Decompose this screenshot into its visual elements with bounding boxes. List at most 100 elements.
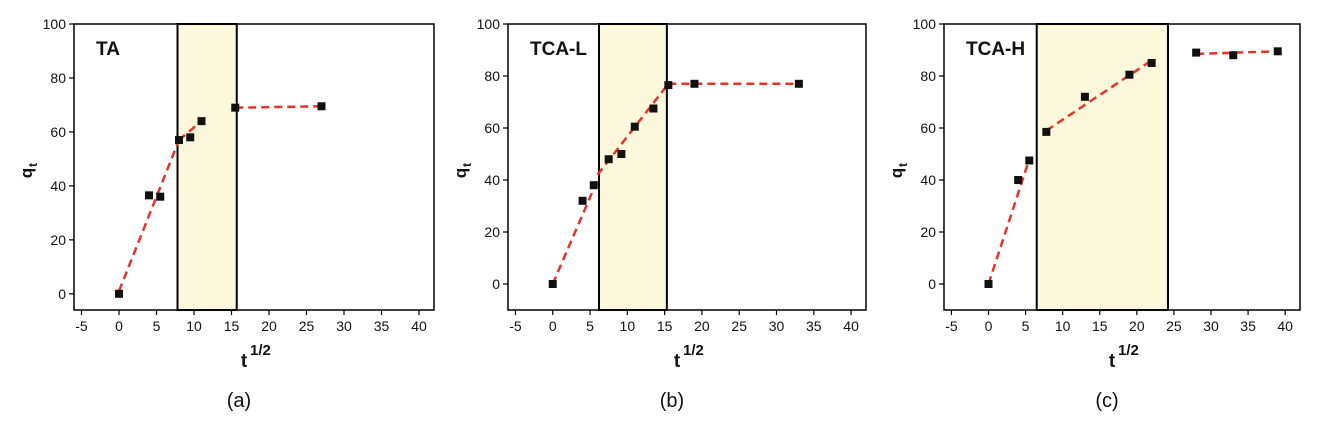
plot-frame bbox=[73, 23, 435, 311]
x-tick-label: 20 bbox=[694, 318, 710, 334]
x-tick-label: 30 bbox=[336, 318, 352, 334]
x-axis-label-superscript: 1/2 bbox=[250, 342, 271, 359]
data-point bbox=[145, 191, 153, 200]
data-point bbox=[1229, 51, 1238, 60]
x-tick-label: 25 bbox=[1166, 318, 1182, 334]
x-tick-label: 5 bbox=[153, 318, 161, 334]
y-tick-label: 40 bbox=[920, 172, 936, 188]
x-tick-label: 35 bbox=[806, 318, 822, 334]
data-point bbox=[1080, 92, 1089, 101]
panel-title: TA bbox=[96, 39, 120, 60]
data-point bbox=[186, 133, 195, 142]
y-tick-label: 20 bbox=[920, 224, 936, 240]
y-tick-label: 80 bbox=[50, 70, 66, 86]
shaded-band bbox=[176, 23, 238, 311]
y-axis-label-group: qt bbox=[17, 163, 40, 178]
data-point bbox=[231, 103, 240, 112]
y-tick-label: 60 bbox=[484, 120, 500, 136]
y-axis-label: q bbox=[17, 168, 36, 178]
fit-line bbox=[1045, 59, 1153, 132]
x-tick-label: 30 bbox=[1203, 318, 1219, 334]
y-tick-label: 40 bbox=[484, 172, 500, 188]
y-tick-label: 0 bbox=[492, 276, 500, 292]
x-tick-label: 35 bbox=[1240, 318, 1256, 334]
y-tick-label: 100 bbox=[913, 16, 937, 32]
y-tick-label: 0 bbox=[58, 286, 66, 302]
y-tick-label: 20 bbox=[484, 224, 500, 240]
x-tick-label: 15 bbox=[224, 318, 240, 334]
data-point bbox=[317, 102, 326, 111]
data-point bbox=[1192, 48, 1201, 57]
x-tick-label: 40 bbox=[411, 318, 427, 334]
y-tick-label: 80 bbox=[484, 68, 500, 84]
x-tick-label: -5 bbox=[75, 318, 88, 334]
y-tick-label: 80 bbox=[920, 68, 936, 84]
x-tick-label: 0 bbox=[115, 318, 123, 334]
data-point bbox=[1042, 127, 1051, 136]
y-tick-label: 100 bbox=[477, 16, 501, 32]
x-tick-label: 40 bbox=[843, 318, 859, 334]
y-tick-label: 40 bbox=[50, 178, 66, 194]
panel-title: TCA-H bbox=[966, 39, 1025, 60]
x-axis-label: t bbox=[241, 351, 248, 372]
fit-line bbox=[987, 158, 1031, 285]
data-point bbox=[115, 289, 123, 298]
y-axis-label-group: qt bbox=[451, 163, 474, 178]
x-tick-label: 0 bbox=[549, 318, 557, 334]
x-tick-label: 20 bbox=[1129, 318, 1145, 334]
panel-title: TCA-L bbox=[530, 39, 587, 60]
fit-line bbox=[551, 179, 599, 285]
y-axis-label: q bbox=[451, 168, 470, 178]
x-tick-label: -5 bbox=[509, 318, 522, 334]
x-tick-label: 35 bbox=[374, 318, 390, 334]
data-point bbox=[690, 79, 699, 88]
x-tick-label: 30 bbox=[769, 318, 785, 334]
x-tick-label: 5 bbox=[1022, 318, 1030, 334]
fit-line bbox=[117, 139, 181, 292]
x-axis-label: t bbox=[674, 351, 681, 372]
data-point bbox=[649, 104, 658, 113]
panel-caption: (c) bbox=[1095, 390, 1118, 412]
panel: -5 0 5 10 15 20 25 30 35 40020406080100TCA-Ht1/2q… bbox=[887, 16, 1301, 412]
x-tick-label: 10 bbox=[1055, 318, 1071, 334]
x-axis-label-superscript: 1/2 bbox=[1118, 342, 1139, 359]
y-tick-label: 100 bbox=[43, 16, 67, 32]
data-point bbox=[630, 122, 639, 131]
shaded-band bbox=[597, 23, 668, 311]
panel-caption: (b) bbox=[660, 390, 684, 412]
x-tick-label: 40 bbox=[1277, 318, 1293, 334]
y-tick-label: 60 bbox=[50, 124, 66, 140]
y-axis-label-subscript: t bbox=[896, 163, 910, 167]
y-axis-label-subscript: t bbox=[26, 163, 40, 167]
data-point bbox=[617, 150, 626, 158]
data-point bbox=[548, 280, 557, 288]
y-tick-label: 0 bbox=[928, 276, 936, 292]
y-axis-label: q bbox=[887, 168, 906, 178]
x-tick-label: 25 bbox=[299, 318, 315, 334]
data-point bbox=[175, 136, 183, 145]
y-tick-label: 60 bbox=[920, 120, 936, 136]
x-tick-label: 5 bbox=[586, 318, 594, 334]
x-tick-label: 15 bbox=[1092, 318, 1108, 334]
plot-frame bbox=[943, 23, 1301, 311]
data-point bbox=[1125, 70, 1134, 79]
data-point bbox=[1147, 59, 1156, 67]
plot-frame bbox=[507, 23, 867, 311]
x-axis-label-superscript: 1/2 bbox=[683, 342, 704, 359]
y-tick-label: 20 bbox=[50, 232, 66, 248]
shaded-band bbox=[1035, 23, 1169, 311]
data-point bbox=[664, 81, 673, 90]
data-point bbox=[604, 155, 613, 164]
data-point bbox=[794, 79, 803, 88]
x-tick-label: 25 bbox=[731, 318, 747, 334]
y-axis-label-subscript: t bbox=[460, 163, 474, 167]
x-axis-label: t bbox=[1109, 351, 1116, 372]
x-tick-label: 10 bbox=[620, 318, 636, 334]
x-tick-label: -5 bbox=[945, 318, 958, 334]
fit-line bbox=[235, 105, 322, 109]
data-point bbox=[984, 280, 993, 288]
x-tick-label: 15 bbox=[657, 318, 673, 334]
x-tick-label: 0 bbox=[985, 318, 993, 334]
data-point bbox=[1025, 156, 1034, 165]
